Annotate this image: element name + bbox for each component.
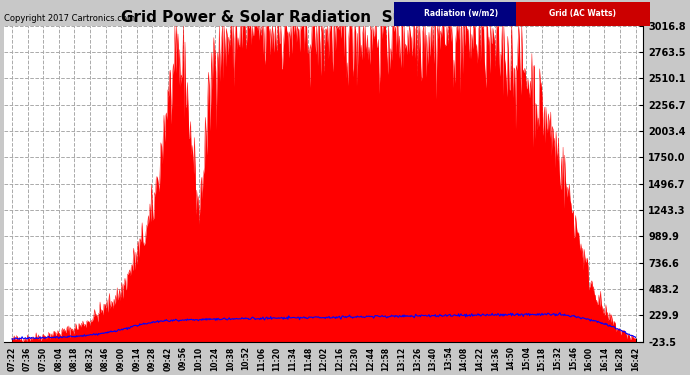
- FancyBboxPatch shape: [515, 2, 650, 26]
- Text: Radiation (w/m2): Radiation (w/m2): [424, 9, 498, 18]
- Text: Grid (AC Watts): Grid (AC Watts): [549, 9, 616, 18]
- Text: Copyright 2017 Cartronics.com: Copyright 2017 Cartronics.com: [4, 13, 135, 22]
- Title: Grid Power & Solar Radiation  Sun Jan 15 16:42: Grid Power & Solar Radiation Sun Jan 15 …: [121, 10, 526, 25]
- FancyBboxPatch shape: [394, 2, 529, 26]
